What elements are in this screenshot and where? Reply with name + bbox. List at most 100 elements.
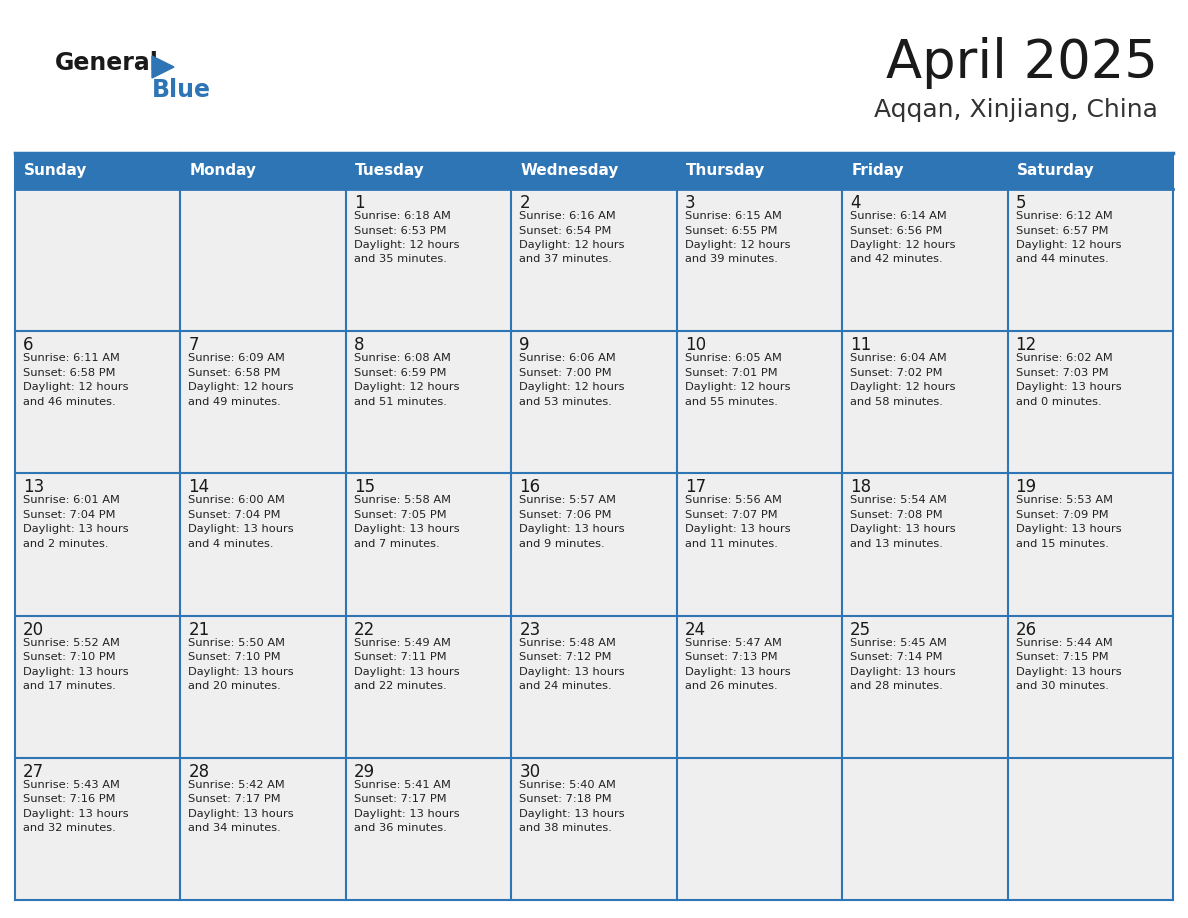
Text: 13: 13 — [23, 478, 44, 497]
Text: 5: 5 — [1016, 194, 1026, 212]
Text: 12: 12 — [1016, 336, 1037, 354]
Text: 23: 23 — [519, 621, 541, 639]
Text: Sunset: 6:58 PM: Sunset: 6:58 PM — [189, 368, 280, 377]
Text: 4: 4 — [851, 194, 860, 212]
Text: 27: 27 — [23, 763, 44, 781]
Text: Sunrise: 6:00 AM: Sunrise: 6:00 AM — [189, 496, 285, 506]
Text: Sunrise: 6:18 AM: Sunrise: 6:18 AM — [354, 211, 450, 221]
Text: Daylight: 13 hours: Daylight: 13 hours — [23, 666, 128, 677]
Text: Sunrise: 5:41 AM: Sunrise: 5:41 AM — [354, 779, 450, 789]
Text: Daylight: 13 hours: Daylight: 13 hours — [1016, 666, 1121, 677]
Text: Sunset: 7:17 PM: Sunset: 7:17 PM — [354, 794, 447, 804]
Text: Sunrise: 5:56 AM: Sunrise: 5:56 AM — [684, 496, 782, 506]
Text: 11: 11 — [851, 336, 871, 354]
Bar — [346, 331, 511, 474]
Text: 20: 20 — [23, 621, 44, 639]
Text: Sunset: 7:01 PM: Sunset: 7:01 PM — [684, 368, 777, 377]
Bar — [346, 757, 511, 900]
Text: Sunset: 7:10 PM: Sunset: 7:10 PM — [189, 652, 282, 662]
Text: Sunrise: 6:14 AM: Sunrise: 6:14 AM — [851, 211, 947, 221]
Bar — [842, 189, 1007, 331]
Text: 28: 28 — [189, 763, 209, 781]
Bar — [1007, 189, 1173, 331]
Text: 9: 9 — [519, 336, 530, 354]
Text: Sunrise: 5:40 AM: Sunrise: 5:40 AM — [519, 779, 617, 789]
Bar — [1007, 474, 1173, 616]
Text: Daylight: 12 hours: Daylight: 12 hours — [684, 382, 790, 392]
Text: Daylight: 13 hours: Daylight: 13 hours — [684, 666, 790, 677]
Text: Sunset: 6:57 PM: Sunset: 6:57 PM — [1016, 226, 1108, 236]
Text: Tuesday: Tuesday — [355, 163, 424, 178]
Text: Daylight: 12 hours: Daylight: 12 hours — [354, 240, 460, 250]
Text: Sunrise: 5:52 AM: Sunrise: 5:52 AM — [23, 638, 120, 647]
Text: Sunset: 7:18 PM: Sunset: 7:18 PM — [519, 794, 612, 804]
Text: Daylight: 12 hours: Daylight: 12 hours — [23, 382, 128, 392]
Text: Daylight: 12 hours: Daylight: 12 hours — [851, 382, 955, 392]
Bar — [511, 757, 677, 900]
Text: Sunset: 7:14 PM: Sunset: 7:14 PM — [851, 652, 942, 662]
Text: 25: 25 — [851, 621, 871, 639]
Text: 10: 10 — [684, 336, 706, 354]
Text: Wednesday: Wednesday — [520, 163, 619, 178]
Text: Daylight: 13 hours: Daylight: 13 hours — [519, 809, 625, 819]
Text: Sunday: Sunday — [24, 163, 88, 178]
Bar — [15, 616, 181, 757]
Text: Daylight: 12 hours: Daylight: 12 hours — [519, 382, 625, 392]
Bar — [677, 474, 842, 616]
Text: Sunset: 6:56 PM: Sunset: 6:56 PM — [851, 226, 942, 236]
Text: Sunset: 7:07 PM: Sunset: 7:07 PM — [684, 509, 777, 520]
Text: Daylight: 13 hours: Daylight: 13 hours — [189, 809, 295, 819]
Text: Sunrise: 6:05 AM: Sunrise: 6:05 AM — [684, 353, 782, 364]
Text: Sunset: 6:54 PM: Sunset: 6:54 PM — [519, 226, 612, 236]
Text: 15: 15 — [354, 478, 375, 497]
Text: Sunrise: 5:42 AM: Sunrise: 5:42 AM — [189, 779, 285, 789]
Bar — [15, 474, 181, 616]
Text: Sunrise: 6:12 AM: Sunrise: 6:12 AM — [1016, 211, 1112, 221]
Text: and 38 minutes.: and 38 minutes. — [519, 823, 612, 834]
Text: Sunset: 6:59 PM: Sunset: 6:59 PM — [354, 368, 447, 377]
Text: Daylight: 13 hours: Daylight: 13 hours — [519, 524, 625, 534]
Text: Sunrise: 5:47 AM: Sunrise: 5:47 AM — [684, 638, 782, 647]
Text: Sunrise: 5:44 AM: Sunrise: 5:44 AM — [1016, 638, 1112, 647]
Bar — [677, 757, 842, 900]
Text: and 53 minutes.: and 53 minutes. — [519, 397, 612, 407]
Text: and 55 minutes.: and 55 minutes. — [684, 397, 778, 407]
Text: Daylight: 13 hours: Daylight: 13 hours — [519, 666, 625, 677]
Text: 6: 6 — [23, 336, 33, 354]
Text: Sunrise: 5:43 AM: Sunrise: 5:43 AM — [23, 779, 120, 789]
Text: and 49 minutes.: and 49 minutes. — [189, 397, 282, 407]
Text: Sunset: 7:04 PM: Sunset: 7:04 PM — [23, 509, 115, 520]
Text: 3: 3 — [684, 194, 695, 212]
Text: Daylight: 12 hours: Daylight: 12 hours — [1016, 240, 1121, 250]
Text: Sunset: 7:05 PM: Sunset: 7:05 PM — [354, 509, 447, 520]
Text: Daylight: 12 hours: Daylight: 12 hours — [189, 382, 293, 392]
Text: 26: 26 — [1016, 621, 1037, 639]
Bar — [842, 616, 1007, 757]
Text: Daylight: 13 hours: Daylight: 13 hours — [23, 524, 128, 534]
Bar — [677, 331, 842, 474]
Text: Daylight: 12 hours: Daylight: 12 hours — [851, 240, 955, 250]
Text: 30: 30 — [519, 763, 541, 781]
Text: and 42 minutes.: and 42 minutes. — [851, 254, 943, 264]
Text: Sunrise: 6:06 AM: Sunrise: 6:06 AM — [519, 353, 617, 364]
Text: Sunset: 7:12 PM: Sunset: 7:12 PM — [519, 652, 612, 662]
Text: Friday: Friday — [851, 163, 904, 178]
Bar — [511, 474, 677, 616]
Text: and 36 minutes.: and 36 minutes. — [354, 823, 447, 834]
Text: Sunrise: 6:15 AM: Sunrise: 6:15 AM — [684, 211, 782, 221]
Text: Sunrise: 6:01 AM: Sunrise: 6:01 AM — [23, 496, 120, 506]
Text: Daylight: 12 hours: Daylight: 12 hours — [519, 240, 625, 250]
Text: Sunrise: 6:04 AM: Sunrise: 6:04 AM — [851, 353, 947, 364]
Text: Daylight: 13 hours: Daylight: 13 hours — [684, 524, 790, 534]
Bar — [181, 331, 346, 474]
Text: Daylight: 12 hours: Daylight: 12 hours — [684, 240, 790, 250]
Text: Aqqan, Xinjiang, China: Aqqan, Xinjiang, China — [874, 98, 1158, 122]
Bar — [842, 331, 1007, 474]
Bar — [15, 331, 181, 474]
Polygon shape — [152, 56, 173, 78]
Text: and 13 minutes.: and 13 minutes. — [851, 539, 943, 549]
Bar — [181, 189, 346, 331]
Text: 29: 29 — [354, 763, 375, 781]
Text: and 17 minutes.: and 17 minutes. — [23, 681, 116, 691]
Text: Monday: Monday — [189, 163, 257, 178]
